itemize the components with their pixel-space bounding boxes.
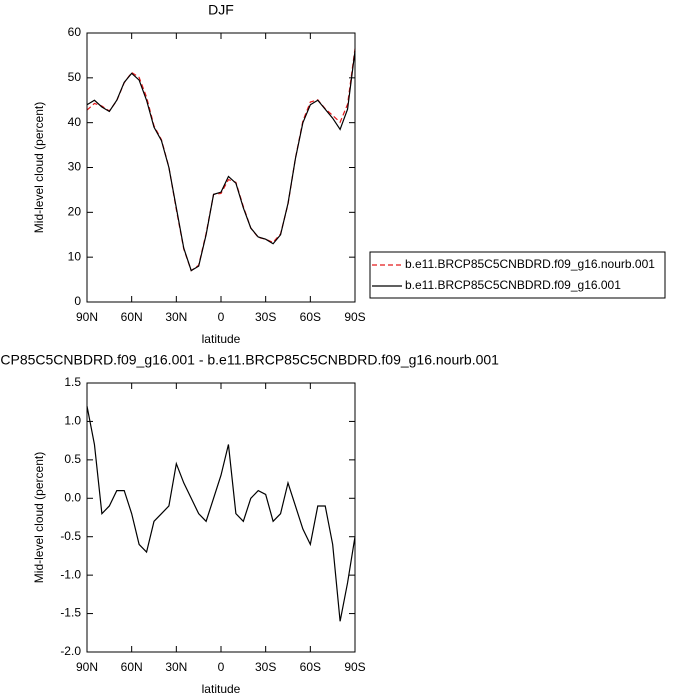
x-tick-label: 30S: [255, 660, 276, 674]
x-tick-label: 30N: [165, 660, 187, 674]
y-tick-label: 30: [68, 160, 82, 174]
y-axis-label: Mid-level cloud (percent): [32, 452, 46, 583]
y-tick-label: -0.5: [60, 529, 81, 543]
x-tick-label: 60N: [121, 660, 143, 674]
x-tick-label: 60N: [121, 310, 143, 324]
x-axis-label: latitude: [202, 332, 241, 346]
legend-label: b.e11.BRCP85C5CNBDRD.f09_g16.001: [405, 278, 621, 292]
y-tick-label: 40: [68, 115, 82, 129]
x-tick-label: 30N: [165, 310, 187, 324]
data-line: [86, 48, 356, 272]
y-tick-label: -2.0: [60, 644, 81, 658]
x-tick-label: 0: [218, 310, 225, 324]
y-tick-label: 10: [68, 249, 82, 263]
data-line: [86, 50, 356, 272]
y-tick-label: 60: [68, 25, 82, 39]
x-tick-label: 90N: [76, 310, 98, 324]
x-tick-label: 90S: [344, 660, 365, 674]
y-tick-label: 1.5: [64, 375, 81, 389]
chart-title: DJF: [208, 2, 234, 18]
legend-box: [369, 251, 666, 299]
x-tick-label: 90S: [344, 310, 365, 324]
plot-frame: [86, 382, 356, 653]
plot-frame: [86, 32, 356, 303]
y-axis-label: Mid-level cloud (percent): [32, 102, 46, 233]
y-tick-label: 0: [74, 294, 81, 308]
y-tick-label: 20: [68, 205, 82, 219]
x-tick-label: 0: [218, 660, 225, 674]
x-tick-label: 30S: [255, 310, 276, 324]
y-tick-label: 1.0: [64, 414, 81, 428]
legend-label: b.e11.BRCP85C5CNBDRD.f09_g16.nourb.001: [405, 257, 655, 271]
y-tick-label: 0.5: [64, 452, 81, 466]
x-axis-label: latitude: [202, 682, 241, 696]
x-tick-label: 60S: [300, 310, 321, 324]
y-tick-label: -1.5: [60, 606, 81, 620]
data-line: [86, 405, 356, 622]
x-tick-label: 60S: [300, 660, 321, 674]
y-tick-label: 0.0: [64, 490, 81, 504]
y-tick-label: -1.0: [60, 567, 81, 581]
x-tick-label: 90N: [76, 660, 98, 674]
chart-title: b.e11.BRCP85C5CNBDRD.f09_g16.001 - b.e11…: [0, 352, 499, 368]
y-tick-label: 50: [68, 70, 82, 84]
